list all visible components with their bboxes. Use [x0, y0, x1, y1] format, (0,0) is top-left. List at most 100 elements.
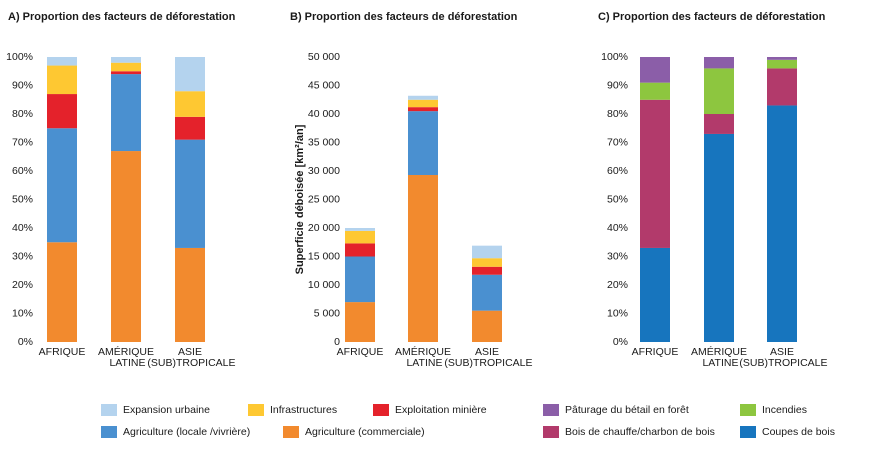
- bar-segment: [767, 57, 797, 60]
- bar-segment: [640, 247, 670, 342]
- y-tick-label: 15 000: [308, 250, 340, 262]
- y-tick-label: 30%: [607, 250, 628, 262]
- bar-segment: [175, 116, 205, 140]
- bar-segment: [472, 274, 502, 311]
- y-tick-label: 40%: [12, 222, 33, 234]
- legend-swatch: [740, 404, 756, 416]
- bar-segment: [408, 95, 438, 100]
- y-tick-label: 25 000: [308, 193, 340, 205]
- bar-segment: [408, 99, 438, 108]
- y-tick-label: 20%: [607, 279, 628, 291]
- y-tick-label: 90%: [12, 79, 33, 91]
- bar-segment: [175, 139, 205, 248]
- bar-segment: [704, 57, 734, 69]
- y-tick-label: 100%: [601, 51, 628, 63]
- y-tick-label: 50%: [12, 193, 33, 205]
- bar-segment: [47, 94, 77, 129]
- bar-segment: [767, 59, 797, 69]
- bar-segment: [767, 68, 797, 106]
- bar-segment: [175, 247, 205, 342]
- legend-swatch: [101, 426, 117, 438]
- chart-title: B) Proportion des facteurs de déforestat…: [290, 11, 518, 23]
- y-axis-label: Superficie déboisée [km²/an]: [294, 124, 306, 274]
- y-tick-label: 80%: [12, 108, 33, 120]
- legend-swatch: [101, 404, 117, 416]
- y-tick-label: 30 000: [308, 165, 340, 177]
- bar-segment: [767, 105, 797, 342]
- legend-label: Infrastructures: [270, 404, 337, 416]
- bar-segment: [704, 68, 734, 114]
- bar-segment: [704, 133, 734, 342]
- legend-label: Exploitation minière: [395, 404, 487, 416]
- y-tick-label: 10%: [12, 307, 33, 319]
- bar-segment: [408, 111, 438, 175]
- bar-segment: [111, 62, 141, 72]
- legend-label: Agriculture (commerciale): [305, 426, 425, 438]
- bar-segment: [111, 71, 141, 75]
- y-tick-label: 45 000: [308, 79, 340, 91]
- bar-segment: [704, 114, 734, 134]
- y-tick-label: 10 000: [308, 279, 340, 291]
- legend-swatch: [543, 426, 559, 438]
- y-tick-label: 20 000: [308, 222, 340, 234]
- y-tick-label: 50%: [607, 193, 628, 205]
- y-tick-label: 60%: [12, 165, 33, 177]
- y-tick-label: 40 000: [308, 108, 340, 120]
- legend-swatch: [283, 426, 299, 438]
- y-tick-label: 35 000: [308, 136, 340, 148]
- x-tick-label: AFRIQUE: [39, 346, 86, 358]
- x-tick-label: ASIE (SUB)TROPICALE: [736, 346, 827, 369]
- bar-segment: [47, 65, 77, 95]
- bar-segment: [472, 258, 502, 267]
- legend-swatch: [373, 404, 389, 416]
- y-tick-label: 50 000: [308, 51, 340, 63]
- y-tick-label: 80%: [607, 108, 628, 120]
- x-tick-label: AMÉRIQUE LATINE: [691, 345, 747, 369]
- y-tick-label: 70%: [607, 136, 628, 148]
- bar-segment: [111, 57, 141, 63]
- legend-swatch: [543, 404, 559, 416]
- legend-label: Coupes de bois: [762, 426, 835, 438]
- y-tick-label: 40%: [607, 222, 628, 234]
- bar-segment: [175, 91, 205, 117]
- legend-label: Pâturage du bétail en forêt: [565, 404, 689, 416]
- bar-segment: [640, 57, 670, 83]
- x-tick-label: AFRIQUE: [337, 346, 384, 358]
- x-tick-label: AFRIQUE: [632, 346, 679, 358]
- x-tick-label: ASIE (SUB)TROPICALE: [144, 346, 235, 369]
- y-tick-label: 10%: [607, 307, 628, 319]
- legend-swatch: [740, 426, 756, 438]
- bar-segment: [472, 310, 502, 342]
- bar-segment: [47, 57, 77, 66]
- bar-segment: [345, 256, 375, 303]
- legend-swatch: [248, 404, 264, 416]
- chart-title: C) Proportion des facteurs de déforestat…: [598, 11, 826, 23]
- bar-segment: [345, 228, 375, 231]
- y-tick-label: 0%: [18, 336, 33, 348]
- bar-segment: [47, 128, 77, 243]
- bar-segment: [472, 245, 502, 259]
- bar-segment: [472, 266, 502, 275]
- bar-segment: [345, 302, 375, 342]
- y-tick-label: 0%: [613, 336, 628, 348]
- x-tick-label: AMÉRIQUE LATINE: [98, 345, 154, 369]
- legend-label: Expansion urbaine: [123, 404, 210, 416]
- x-tick-label: ASIE (SUB)TROPICALE: [441, 346, 532, 369]
- y-tick-label: 20%: [12, 279, 33, 291]
- bar-segment: [345, 230, 375, 244]
- legend-label: Agriculture (locale /vivrière): [123, 426, 250, 438]
- legend-label: Bois de chauffe/charbon de bois: [565, 426, 715, 438]
- y-tick-label: 90%: [607, 79, 628, 91]
- y-tick-label: 0: [334, 336, 340, 348]
- bar-segment: [111, 74, 141, 152]
- bar-segment: [111, 151, 141, 342]
- bar-segment: [640, 99, 670, 248]
- legend-label: Incendies: [762, 404, 807, 416]
- bar-segment: [408, 174, 438, 342]
- bar-segment: [175, 57, 205, 92]
- chart-title: A) Proportion des facteurs de déforestat…: [8, 11, 236, 23]
- y-tick-label: 100%: [6, 51, 33, 63]
- bar-segment: [47, 242, 77, 342]
- bar-segment: [345, 243, 375, 257]
